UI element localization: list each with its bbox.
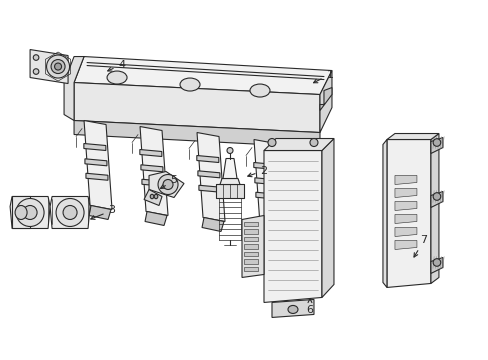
Polygon shape xyxy=(394,189,416,198)
Bar xyxy=(244,260,258,264)
Ellipse shape xyxy=(432,139,440,146)
Polygon shape xyxy=(74,121,319,148)
Polygon shape xyxy=(242,216,264,278)
Ellipse shape xyxy=(55,63,61,70)
Ellipse shape xyxy=(16,198,44,226)
Polygon shape xyxy=(30,50,68,84)
Ellipse shape xyxy=(107,71,127,84)
Polygon shape xyxy=(10,197,50,229)
Polygon shape xyxy=(430,192,442,207)
Ellipse shape xyxy=(56,198,84,226)
Text: 5: 5 xyxy=(160,175,177,188)
Polygon shape xyxy=(216,184,244,198)
Polygon shape xyxy=(74,57,331,95)
Ellipse shape xyxy=(226,148,232,153)
Polygon shape xyxy=(198,171,220,178)
Polygon shape xyxy=(386,140,430,288)
Polygon shape xyxy=(64,57,84,121)
Polygon shape xyxy=(430,134,438,283)
Ellipse shape xyxy=(150,194,154,199)
Polygon shape xyxy=(321,139,333,297)
Polygon shape xyxy=(140,149,162,157)
Polygon shape xyxy=(264,139,333,150)
Polygon shape xyxy=(253,162,275,170)
Polygon shape xyxy=(264,150,321,302)
Bar xyxy=(244,244,258,249)
Polygon shape xyxy=(394,176,416,184)
Bar xyxy=(244,252,258,256)
Polygon shape xyxy=(89,206,111,220)
Polygon shape xyxy=(199,185,221,192)
Text: 4: 4 xyxy=(107,59,125,71)
Polygon shape xyxy=(197,132,224,221)
Bar xyxy=(244,229,258,234)
Polygon shape xyxy=(386,134,438,140)
Polygon shape xyxy=(394,228,416,237)
Text: 1: 1 xyxy=(313,69,333,83)
Ellipse shape xyxy=(15,206,27,220)
Polygon shape xyxy=(202,217,224,231)
Polygon shape xyxy=(144,189,162,206)
Polygon shape xyxy=(253,140,282,229)
Polygon shape xyxy=(223,158,237,179)
Ellipse shape xyxy=(23,206,37,220)
Polygon shape xyxy=(382,140,386,288)
Polygon shape xyxy=(12,197,30,229)
Polygon shape xyxy=(394,240,416,249)
Text: 6: 6 xyxy=(306,299,313,315)
Ellipse shape xyxy=(180,78,200,91)
Polygon shape xyxy=(50,197,90,229)
Ellipse shape xyxy=(51,59,65,73)
Polygon shape xyxy=(430,138,442,153)
Polygon shape xyxy=(85,159,107,166)
Text: 7: 7 xyxy=(413,235,427,257)
Polygon shape xyxy=(394,202,416,211)
Ellipse shape xyxy=(154,194,158,199)
Polygon shape xyxy=(196,156,218,162)
Ellipse shape xyxy=(432,193,440,200)
Ellipse shape xyxy=(33,69,39,74)
Polygon shape xyxy=(86,173,108,180)
Bar xyxy=(244,237,258,242)
Ellipse shape xyxy=(432,259,440,266)
Bar xyxy=(244,222,258,226)
Ellipse shape xyxy=(163,180,173,189)
Polygon shape xyxy=(255,192,277,199)
Ellipse shape xyxy=(287,305,297,314)
Ellipse shape xyxy=(158,175,178,194)
Ellipse shape xyxy=(267,139,275,147)
Polygon shape xyxy=(394,215,416,224)
Ellipse shape xyxy=(46,55,69,78)
Ellipse shape xyxy=(33,55,39,60)
Polygon shape xyxy=(140,126,168,216)
Polygon shape xyxy=(145,211,167,225)
Polygon shape xyxy=(271,300,313,318)
Ellipse shape xyxy=(249,84,269,97)
Text: 2: 2 xyxy=(247,166,267,177)
Bar xyxy=(244,267,258,271)
Polygon shape xyxy=(74,82,319,132)
Polygon shape xyxy=(319,87,331,111)
Ellipse shape xyxy=(63,206,77,220)
Polygon shape xyxy=(254,178,276,185)
Polygon shape xyxy=(149,171,183,198)
Polygon shape xyxy=(141,165,163,172)
Polygon shape xyxy=(83,144,105,150)
Ellipse shape xyxy=(309,139,317,147)
Polygon shape xyxy=(430,257,442,274)
Polygon shape xyxy=(84,121,112,210)
Polygon shape xyxy=(142,179,163,186)
Polygon shape xyxy=(259,225,281,238)
Text: 3: 3 xyxy=(91,206,115,219)
Polygon shape xyxy=(220,179,240,184)
Polygon shape xyxy=(319,71,331,132)
